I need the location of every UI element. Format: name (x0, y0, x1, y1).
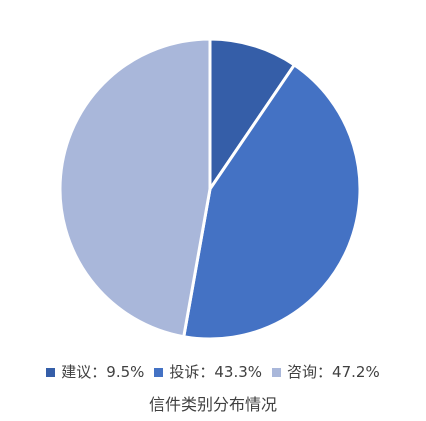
chart-title: 信件类别分布情况 (148, 395, 277, 414)
pie-slice-tousu (182, 63, 362, 341)
legend-item-jianyi: 建议：9.5% (46, 362, 144, 382)
legend-swatch-jianyi (46, 367, 56, 377)
legend-label-zixun: 咨询：47.2% (287, 363, 380, 381)
pie-slice-jianyi (208, 37, 296, 191)
legend-item-tousu: 投诉：43.3% (154, 362, 262, 382)
legend-label-jianyi: 建议：9.5% (61, 363, 145, 381)
chart-legend: 建议：9.5% 投诉：43.3% 咨询：47.2% (0, 362, 426, 382)
pie-slice-zixun (58, 37, 212, 339)
legend-label-tousu: 投诉：43.3% (169, 363, 263, 381)
legend-swatch-zixun (272, 367, 282, 377)
legend-item-zixun: 咨询：47.2% (272, 362, 380, 382)
legend-swatch-tousu (154, 367, 164, 377)
